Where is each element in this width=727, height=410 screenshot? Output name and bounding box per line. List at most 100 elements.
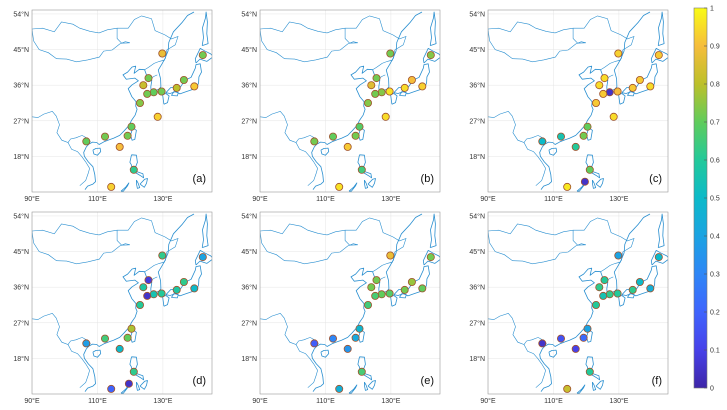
map-frame (487, 9, 669, 193)
station-marker (335, 384, 344, 393)
station-marker (385, 87, 394, 96)
lon-tick-label: 110°E (88, 397, 107, 405)
station-marker (371, 291, 380, 300)
station-marker (595, 81, 604, 90)
station-marker (635, 76, 644, 85)
station-marker (343, 142, 352, 151)
station-markers (82, 49, 207, 191)
station-marker (172, 83, 181, 92)
station-marker (571, 142, 580, 151)
station-marker (157, 289, 166, 298)
map-background (260, 10, 440, 192)
coastline (657, 11, 665, 46)
country-border (488, 312, 547, 345)
country-border (32, 110, 91, 143)
station-marker (600, 276, 609, 285)
lat-tick-label: 18°N (241, 153, 257, 161)
lat-tick-label: 45°N (241, 46, 257, 54)
station-marker (600, 74, 609, 83)
country-border (523, 344, 546, 388)
coastline (650, 48, 668, 64)
country-border (488, 15, 635, 60)
map-background (32, 10, 212, 192)
coastline (201, 11, 209, 46)
station-marker (592, 99, 601, 108)
lon-tick-label: 130°E (609, 195, 628, 203)
coastline (429, 213, 437, 248)
station-markers (538, 251, 663, 393)
country-border (32, 15, 179, 60)
map-frame (31, 211, 213, 395)
country-border (67, 344, 90, 388)
lon-tick-label: 110°E (88, 195, 107, 203)
lon-tick-label: 110°E (544, 195, 563, 203)
coastline (92, 349, 102, 358)
station-marker (557, 132, 566, 141)
lon-tick-label: 90°E (24, 397, 40, 405)
map-background (488, 212, 668, 394)
station-marker (190, 82, 199, 91)
station-marker (613, 289, 622, 298)
coastline (548, 147, 558, 156)
coastline (618, 93, 626, 105)
coastline (83, 11, 195, 190)
station-marker (179, 277, 188, 286)
basemap (32, 213, 212, 394)
country-border (32, 28, 130, 63)
station-marker (357, 367, 366, 376)
country-border (372, 261, 393, 272)
lat-tick-label: 27°N (241, 319, 257, 327)
station-marker (144, 74, 153, 83)
coastline (618, 295, 626, 307)
country-border (523, 142, 546, 186)
station-marker (367, 283, 376, 292)
country-border (488, 217, 635, 262)
map-panel: 90°E 110°E 130°E 54°N 45°N 36°N 27°N 18°N (b) (241, 9, 441, 203)
station-marker (363, 300, 372, 309)
map-panel: 90°E 110°E 130°E 54°N 45°N 36°N 27°N 18°N (c) (469, 9, 669, 203)
station-marker (123, 131, 132, 140)
panel-label: (d) (193, 375, 206, 387)
coastline (429, 11, 437, 46)
station-marker (654, 51, 663, 60)
coastline (129, 356, 144, 381)
station-marker (381, 112, 390, 121)
coastline (348, 182, 358, 192)
station-marker (351, 131, 360, 140)
station-marker (613, 87, 622, 96)
lat-tick-label: 54°N (13, 212, 29, 220)
lat-tick-label: 27°N (13, 319, 29, 327)
coastline (367, 178, 376, 188)
station-marker (107, 384, 116, 393)
coastline (136, 179, 141, 189)
station-marker (628, 285, 637, 294)
colorbar-tick-label: 0 (710, 386, 714, 393)
station-marker (129, 165, 138, 174)
station-marker (124, 379, 133, 388)
colorbar-tick-label: 0.1 (710, 348, 720, 355)
station-marker (328, 132, 337, 141)
country-border (260, 312, 319, 345)
country-border (144, 59, 165, 70)
coastline (595, 178, 604, 188)
country-border (600, 261, 621, 272)
station-marker (563, 182, 572, 191)
coastline (592, 179, 597, 189)
station-marker (407, 76, 416, 85)
country-border (600, 59, 621, 70)
lat-tick-label: 54°N (469, 212, 485, 220)
graticule (260, 212, 440, 394)
coastline (539, 213, 651, 392)
station-marker (101, 334, 110, 343)
lon-tick-label: 90°E (480, 397, 496, 405)
station-marker (583, 122, 592, 131)
lat-tick-label: 18°N (241, 355, 257, 363)
coastline (139, 178, 148, 188)
station-marker (605, 88, 614, 97)
lat-tick-label: 27°N (469, 319, 485, 327)
country-border (32, 312, 91, 345)
station-marker (563, 384, 572, 393)
station-marker (426, 253, 435, 262)
station-marker (107, 182, 116, 191)
lat-tick-label: 54°N (13, 10, 29, 18)
